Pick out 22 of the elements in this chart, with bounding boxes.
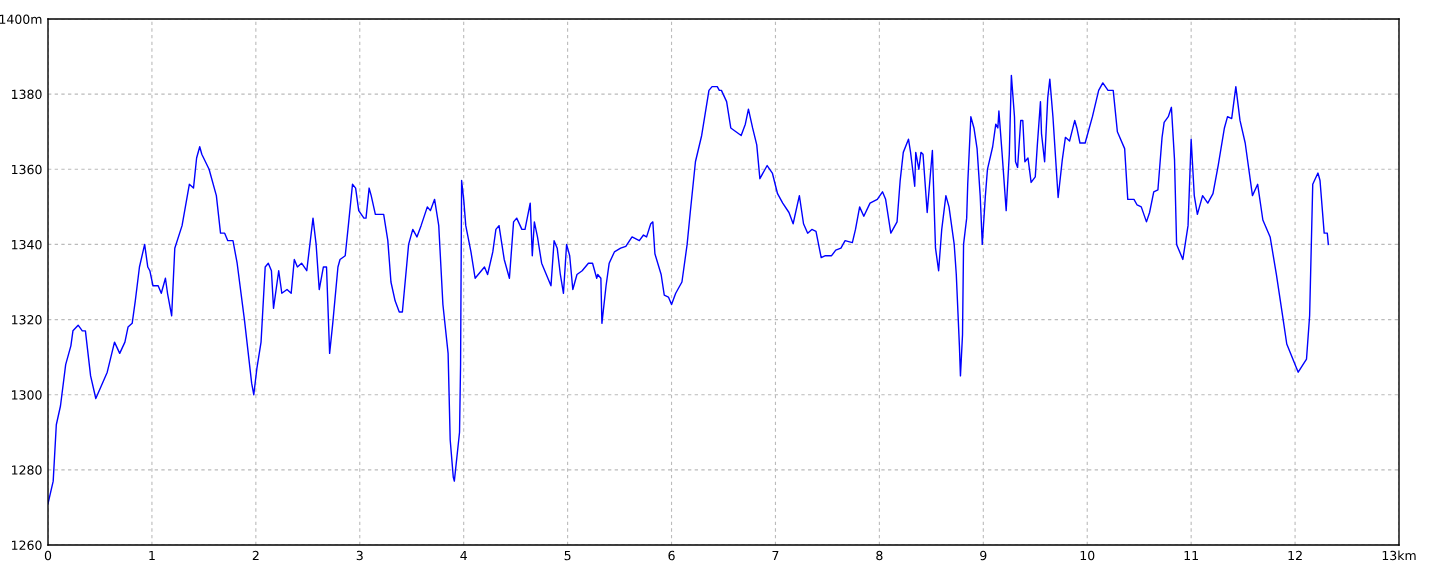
x-tick-label: 11 <box>1184 550 1198 561</box>
x-tick-label: 12 <box>1288 550 1302 561</box>
x-tick-label: 1 <box>149 550 155 561</box>
y-tick-label: 1320 <box>12 315 42 325</box>
x-tick-label: 2 <box>252 550 259 561</box>
x-tick-label: 8 <box>876 550 883 561</box>
x-tick-label: 3 <box>356 550 363 561</box>
y-tick-label: 1340 <box>12 239 42 250</box>
y-tick-label: 1360 <box>12 164 42 175</box>
x-tick-label: 9 <box>980 550 987 561</box>
x-tick-label: 6 <box>668 550 675 561</box>
y-tick-label: 1380 <box>12 89 42 100</box>
x-tick-label: 10 <box>1080 550 1095 561</box>
x-tick-label: 13km <box>1382 550 1416 561</box>
x-tick-label: 0 <box>44 550 52 561</box>
y-tick-label: 1260 <box>12 540 42 550</box>
x-tick-label: 4 <box>460 550 467 561</box>
y-tick-label: 1400m <box>0 14 42 24</box>
y-tick-label: 1300 <box>12 390 42 400</box>
x-tick-label: 7 <box>772 550 779 561</box>
x-tick-label: 5 <box>564 550 571 561</box>
y-tick-label: 1280 <box>12 465 42 475</box>
